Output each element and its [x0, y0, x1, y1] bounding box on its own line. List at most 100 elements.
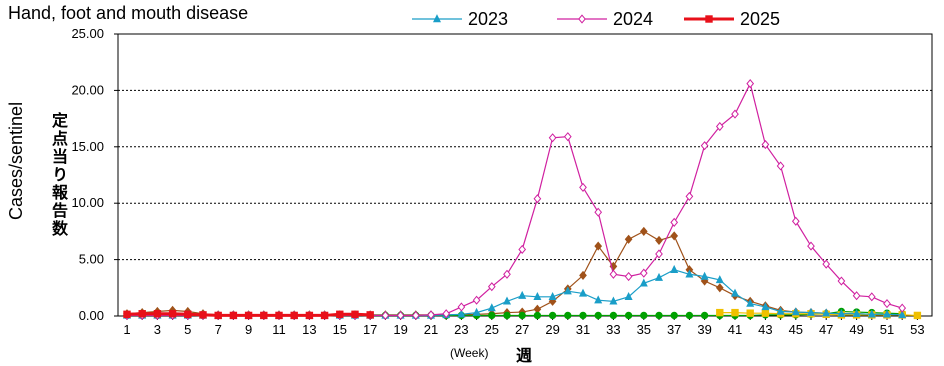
- series-2023-point: [852, 308, 861, 317]
- series-2024-point: [472, 295, 481, 305]
- x-tick-label: 17: [363, 322, 377, 337]
- series-1-point: [700, 311, 709, 320]
- series-2024-point: [411, 310, 420, 321]
- series-2024-point: [594, 207, 603, 217]
- series-2023-point: [472, 307, 481, 316]
- series-2025-point: [168, 310, 177, 318]
- series-2023-point: [700, 271, 709, 280]
- series-2023-point: [518, 290, 527, 299]
- legend-2023-marker: [432, 14, 442, 23]
- series-2023-point: [533, 292, 542, 301]
- series-2025-point: [366, 311, 374, 319]
- series-2024-point: [624, 271, 633, 282]
- series-2024-point: [746, 79, 755, 89]
- y-tick-label: 5.00: [79, 252, 104, 267]
- series-2025-point: [229, 311, 238, 320]
- y-tick-label: 20.00: [71, 82, 104, 97]
- series-2023-point: [487, 303, 496, 312]
- series-2023-point: [791, 307, 800, 316]
- series-1-point: [579, 311, 587, 320]
- x-tick-label: 21: [424, 322, 438, 337]
- series-2023-point: [822, 308, 831, 317]
- x-tick-label: 35: [637, 322, 651, 337]
- series-2025-point: [123, 310, 131, 319]
- series-2024-point: [503, 269, 511, 279]
- x-tick-label: 51: [880, 322, 894, 337]
- x-tick-label: 19: [393, 322, 407, 337]
- series-2023-point: [867, 309, 876, 318]
- series-2-point: [746, 309, 754, 317]
- series-2024-point: [639, 268, 648, 278]
- series-2025-point: [184, 310, 192, 319]
- series-1-point: [503, 311, 511, 320]
- series-0-point: [639, 226, 648, 236]
- series-2024-point: [381, 310, 390, 321]
- series-2024-point: [883, 299, 891, 309]
- series-1-point: [655, 311, 663, 320]
- series-2024-point: [852, 291, 861, 301]
- series-1-point: [594, 311, 602, 320]
- series-0-point: [624, 234, 633, 244]
- x-tick-label: 37: [667, 322, 681, 337]
- series-2023-point: [715, 275, 724, 284]
- series-2023-point: [578, 288, 588, 297]
- series-2023-point: [548, 292, 557, 301]
- series-2025-point: [351, 310, 359, 319]
- series-2023-point: [898, 310, 907, 319]
- x-axis-label-jp: 週: [516, 348, 533, 365]
- series-1-point: [640, 311, 648, 320]
- y-tick-label: 10.00: [71, 195, 104, 210]
- series-1-point: [670, 311, 678, 320]
- series-2024-point: [791, 216, 800, 226]
- x-tick-label: 53: [910, 322, 924, 337]
- series-2-point: [716, 308, 724, 317]
- series-0-point: [700, 276, 709, 286]
- series-2024-point: [807, 241, 815, 251]
- series-1-point: [488, 311, 496, 320]
- series-2023-point: [563, 286, 572, 295]
- series-2024-point: [457, 302, 466, 312]
- x-axis-label: (Week): [450, 346, 489, 360]
- series-1-point: [518, 311, 526, 320]
- series-0-point: [670, 231, 679, 241]
- series-2025-point: [320, 311, 329, 320]
- series-2024-point: [533, 194, 542, 204]
- series-2024-line: [127, 81, 903, 317]
- series-0-line: [126, 230, 903, 316]
- y-tick-label: 0.00: [79, 308, 104, 323]
- series-2024-point: [396, 310, 405, 321]
- series-2-point: [913, 311, 922, 320]
- series-2023-point: [594, 295, 603, 304]
- series-2-point: [761, 309, 770, 317]
- y-tick-label: 25.00: [71, 26, 104, 41]
- series-2023-point: [670, 264, 679, 273]
- x-tick-label: 29: [545, 322, 559, 337]
- series-2023-point: [654, 272, 664, 281]
- x-tick-label: 15: [333, 322, 347, 337]
- series-2024-point: [518, 244, 527, 255]
- series-2023-point: [730, 288, 740, 297]
- series-2024-point: [579, 182, 587, 192]
- series-2025-point: [290, 311, 298, 320]
- x-tick-label: 23: [454, 322, 468, 337]
- series-2024-point: [655, 249, 663, 259]
- series-2024-point: [442, 309, 451, 319]
- series-2025-point: [214, 311, 222, 320]
- series-2024-point: [837, 276, 846, 286]
- x-tick-label: 43: [758, 322, 772, 337]
- y-axis-label-jp: 定点当り報告数: [49, 112, 66, 238]
- series-2024-point: [731, 109, 739, 119]
- series-2023-point: [639, 278, 648, 287]
- series-2024-point: [822, 259, 831, 269]
- series-1-point: [548, 311, 557, 320]
- plot-frame: [117, 33, 933, 317]
- legend-2025-marker: [705, 15, 713, 23]
- x-tick-label: 39: [697, 322, 711, 337]
- series-2025-point: [275, 311, 283, 320]
- series-2025-point: [305, 311, 314, 320]
- series-2023-point: [806, 307, 816, 316]
- series-0-point: [715, 283, 724, 293]
- x-tick-label: 7: [215, 322, 222, 337]
- series-2023-point: [457, 309, 466, 318]
